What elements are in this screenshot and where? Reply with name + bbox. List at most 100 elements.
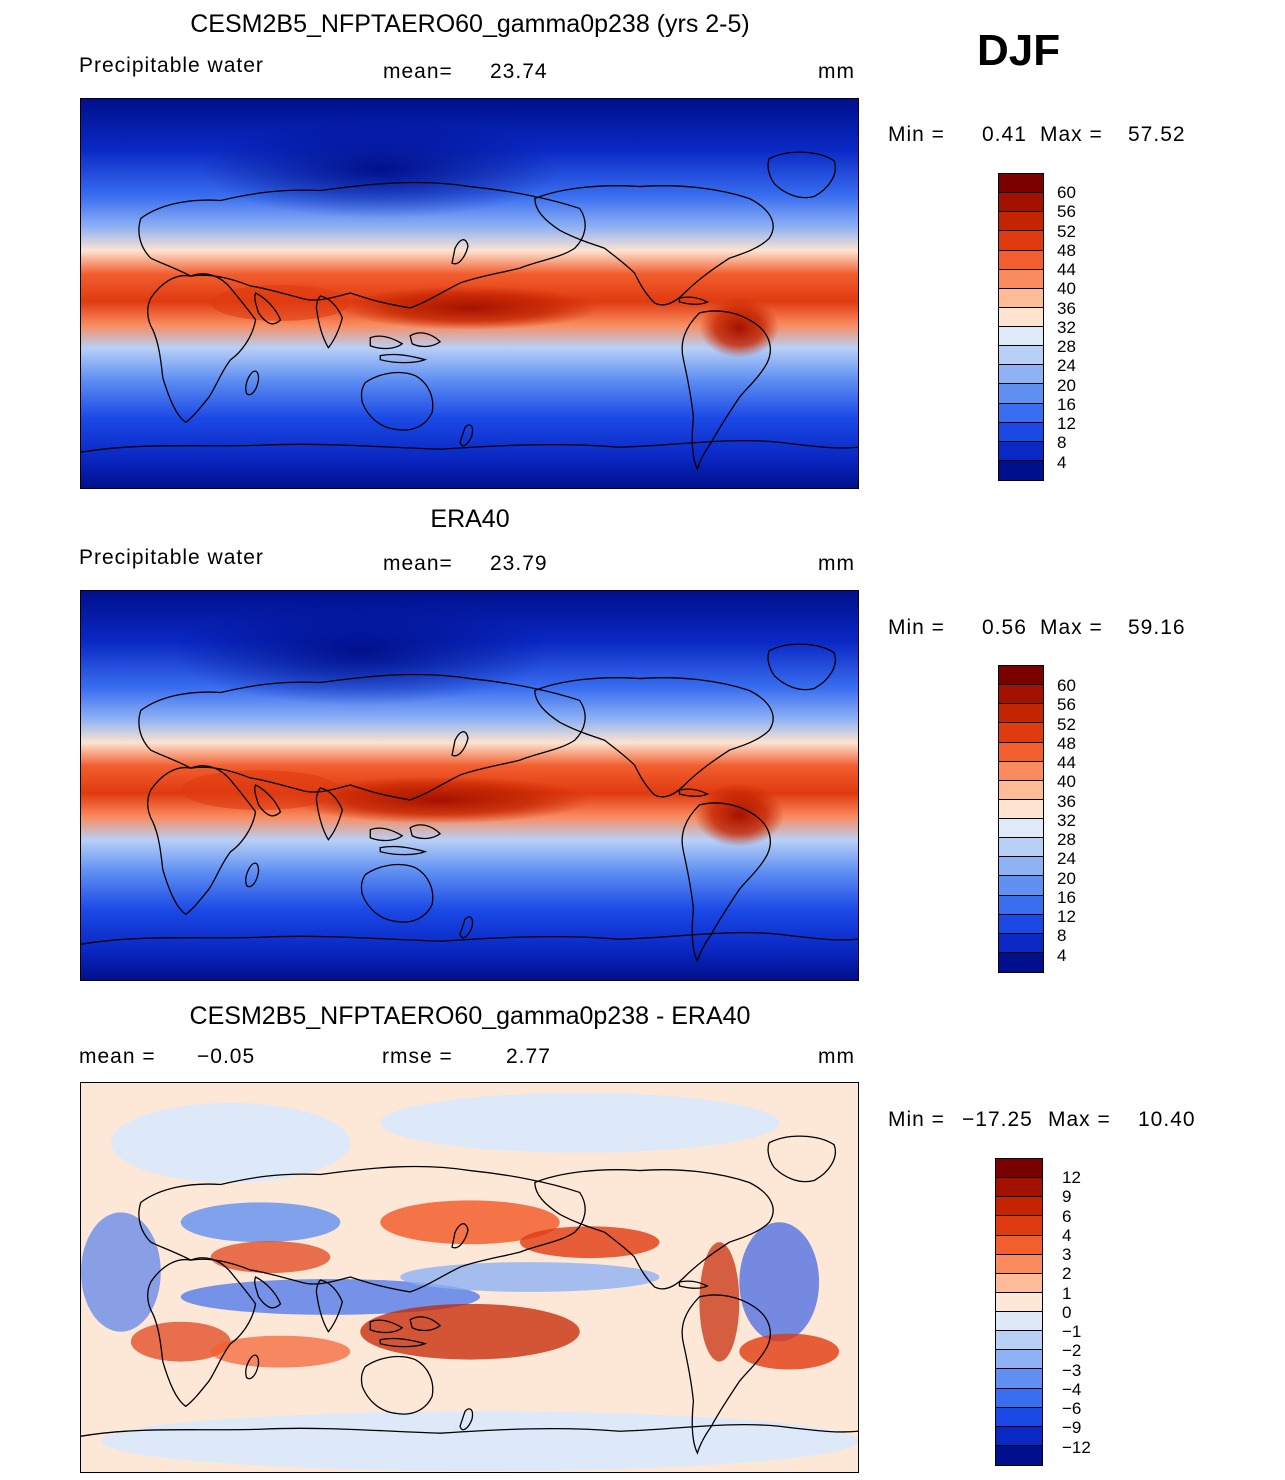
colorbar-swatch <box>996 1312 1042 1332</box>
panel1-min-value: 0.41 <box>982 123 1027 146</box>
colorbar-swatch <box>996 1369 1042 1389</box>
colorbar-swatch <box>999 799 1043 819</box>
colorbar-swatch <box>999 952 1043 972</box>
colorbar-swatch <box>999 307 1043 327</box>
colorbar-swatch <box>999 933 1043 953</box>
colorbar-tick-label: 16 <box>1057 887 1076 907</box>
colorbar-swatch <box>999 666 1043 686</box>
panel1-max-value: 57.52 <box>1128 123 1186 146</box>
panel2-mean-label: mean= <box>383 552 453 575</box>
panel1-title: CESM2B5_NFPTAERO60_gamma0p238 (yrs 2-5) <box>190 10 750 38</box>
colorbar-swatch <box>999 288 1043 308</box>
panel3-mean-label: mean = <box>79 1045 156 1068</box>
colorbar-tick-label: 6 <box>1062 1206 1072 1226</box>
panel2-min-value: 0.56 <box>982 616 1027 639</box>
colorbar-swatch <box>999 174 1043 194</box>
colorbar-swatch <box>999 231 1043 251</box>
colorbar-swatch <box>999 838 1043 858</box>
panel1-unit: mm <box>818 60 855 83</box>
colorbar-swatch <box>999 441 1043 461</box>
world-map-icon <box>81 99 858 488</box>
colorbar-tick-label: −2 <box>1062 1341 1082 1361</box>
colorbar-swatch <box>996 1235 1042 1255</box>
colorbar-swatch <box>999 250 1043 270</box>
colorbar-swatch <box>999 780 1043 800</box>
colorbar-tick-label: 28 <box>1057 337 1076 356</box>
colorbar-swatch <box>996 1407 1042 1427</box>
colorbar-tick-label: 16 <box>1057 394 1076 414</box>
colorbar-tick-label: 48 <box>1057 733 1076 753</box>
colorbar-tick-label: 52 <box>1057 221 1076 241</box>
panel2-colorbar <box>998 665 1044 973</box>
panel3-max-value: 10.40 <box>1138 1108 1196 1131</box>
colorbar-swatch <box>999 914 1043 934</box>
panel3-min-label: Min = <box>888 1108 945 1131</box>
colorbar-swatch <box>996 1197 1042 1217</box>
colorbar-tick-label: 60 <box>1057 676 1076 695</box>
panel2-max-label: Max = <box>1040 616 1103 639</box>
colorbar-swatch <box>999 704 1043 724</box>
season-label: DJF <box>977 26 1061 75</box>
colorbar-swatch <box>999 327 1043 347</box>
colorbar-tick-label: 56 <box>1057 695 1076 715</box>
colorbar-swatch <box>996 1331 1042 1351</box>
colorbar-swatch <box>999 819 1043 839</box>
panel2-min-label: Min = <box>888 616 945 639</box>
panel1-min-label: Min = <box>888 123 945 146</box>
colorbar-tick-label: −4 <box>1062 1379 1082 1399</box>
panel1-max-label: Max = <box>1040 123 1103 146</box>
colorbar-swatch <box>999 876 1043 896</box>
colorbar-tick-label: 32 <box>1057 810 1076 830</box>
world-map-icon <box>81 591 858 980</box>
colorbar-swatch <box>999 857 1043 877</box>
colorbar-tick-label: −6 <box>1062 1399 1082 1418</box>
colorbar-tick-label: 12 <box>1057 907 1076 926</box>
panel3-colorbar <box>995 1158 1043 1466</box>
colorbar-swatch <box>999 761 1043 781</box>
colorbar-tick-label: 0 <box>1062 1302 1072 1322</box>
colorbar-swatch <box>999 365 1043 385</box>
colorbar-tick-label: 36 <box>1057 298 1076 318</box>
colorbar-tick-label: 28 <box>1057 830 1076 849</box>
colorbar-tick-label: 12 <box>1062 1168 1081 1187</box>
colorbar-tick-label: 48 <box>1057 240 1076 260</box>
colorbar-swatch <box>996 1216 1042 1236</box>
colorbar-tick-label: 44 <box>1057 753 1076 772</box>
colorbar-swatch <box>996 1445 1042 1465</box>
panel2-left-label: Precipitable water <box>79 546 264 569</box>
colorbar-swatch <box>999 384 1043 404</box>
colorbar-swatch <box>999 685 1043 705</box>
colorbar-swatch <box>999 403 1043 423</box>
panel1-colorbar <box>998 173 1044 481</box>
colorbar-swatch <box>996 1254 1042 1274</box>
panel3-min-value: −17.25 <box>962 1108 1033 1131</box>
colorbar-tick-label: 60 <box>1057 183 1076 202</box>
colorbar-tick-label: 56 <box>1057 202 1076 222</box>
colorbar-swatch <box>999 212 1043 232</box>
colorbar-swatch <box>996 1292 1042 1312</box>
colorbar-swatch <box>999 895 1043 915</box>
colorbar-tick-label: 20 <box>1057 375 1076 395</box>
colorbar-tick-label: 9 <box>1062 1187 1072 1207</box>
colorbar-tick-label: 40 <box>1057 279 1076 299</box>
colorbar-swatch <box>999 193 1043 213</box>
panel1-map <box>80 98 859 489</box>
colorbar-tick-label: 32 <box>1057 317 1076 337</box>
colorbar-tick-label: 8 <box>1057 926 1067 946</box>
panel3-unit: mm <box>818 1045 855 1068</box>
colorbar-tick-label: 3 <box>1062 1245 1072 1264</box>
colorbar-tick-label: −12 <box>1062 1437 1091 1457</box>
colorbar-swatch <box>996 1273 1042 1293</box>
colorbar-tick-label: 1 <box>1062 1283 1072 1303</box>
colorbar-tick-label: 4 <box>1062 1225 1072 1245</box>
colorbar-swatch <box>999 460 1043 480</box>
panel2-mean-value: 23.79 <box>490 552 548 575</box>
colorbar-tick-label: 44 <box>1057 260 1076 279</box>
colorbar-tick-label: −3 <box>1062 1360 1082 1380</box>
colorbar-swatch <box>996 1350 1042 1370</box>
colorbar-swatch <box>999 346 1043 366</box>
colorbar-tick-label: 4 <box>1057 945 1067 965</box>
colorbar-tick-label: 36 <box>1057 791 1076 811</box>
colorbar-tick-label: 24 <box>1057 849 1076 869</box>
world-map-icon <box>81 1083 858 1472</box>
